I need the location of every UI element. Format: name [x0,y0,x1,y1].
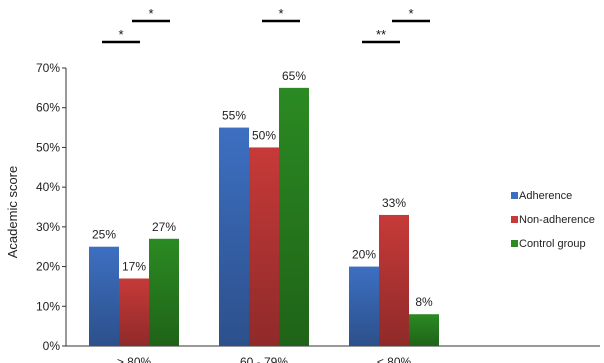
significance-label: ** [376,27,386,42]
significance-markers: ** **** [102,6,430,44]
legend-label: Adherence [519,190,572,202]
y-tick-label: 50% [36,140,60,154]
legend-swatch [511,192,518,199]
significance-label: * [148,6,153,21]
data-label: 65% [282,69,306,83]
data-label: 25% [92,228,116,242]
bar [89,246,119,346]
bar [219,127,249,346]
category-label: < 80% [377,355,412,363]
bars [89,87,439,346]
data-label: 33% [382,196,406,210]
data-label: 27% [152,220,176,234]
y-tick-label: 70% [36,61,60,75]
y-tick-label: 30% [36,220,60,234]
category-labels: > 80% 60 - 79% < 80% [117,355,412,363]
data-label: 20% [352,248,376,262]
y-axis: 0% 10% 20% 30% 40% 50% 60% 70% [36,61,600,353]
legend-label: Non-adherence [519,214,595,226]
bar [379,214,409,346]
bar [349,266,379,346]
significance-label: * [278,6,283,21]
y-tick-label: 0% [43,339,61,353]
data-label: 8% [415,295,433,309]
bar [409,314,439,346]
bar [149,238,179,346]
y-axis-title: Academic score [5,166,20,258]
legend: Adherence Non-adherence Control group [511,190,595,250]
significance-label: * [118,27,123,42]
bar [279,87,309,346]
y-tick-label: 20% [36,260,60,274]
y-tick-label: 40% [36,180,60,194]
legend-swatch [511,216,518,223]
significance-label: * [408,6,413,21]
data-label: 55% [222,109,246,123]
data-labels: 25% 17% 27% 55% 50% 65% 20% 33% 8% [92,69,433,309]
category-label: > 80% [117,355,152,363]
legend-label: Control group [519,238,586,250]
bar [249,147,279,346]
data-label: 50% [252,128,276,142]
y-tick-label: 10% [36,299,60,313]
y-tick-label: 60% [36,101,60,115]
category-label: 60 - 79% [240,355,288,363]
data-label: 17% [122,259,146,273]
bar [119,278,149,346]
legend-swatch [511,240,518,247]
